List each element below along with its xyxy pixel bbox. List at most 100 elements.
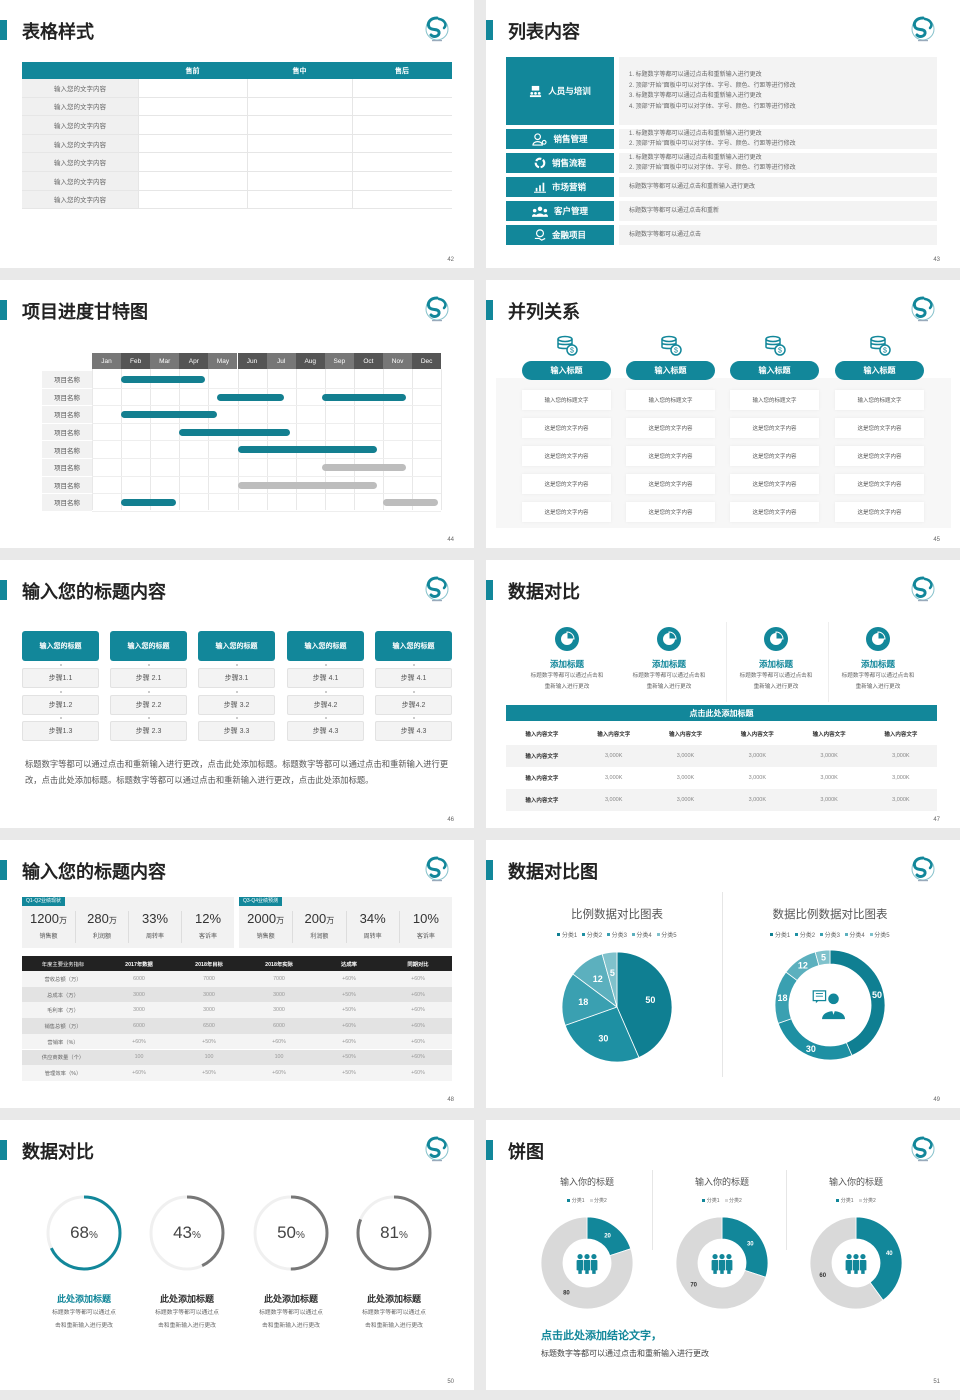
table-cell: 销售总额（万） <box>44 1023 82 1030</box>
legend-item[interactable]: 分类1 <box>567 1197 585 1204</box>
step-box: 步骤1.2 <box>22 695 99 715</box>
table-cell[interactable] <box>138 116 247 134</box>
table-cell[interactable] <box>247 79 352 97</box>
chart-title: 比例数据对比图表 <box>571 909 663 921</box>
kpi-value: 1200 <box>30 911 59 926</box>
step-heading-button[interactable]: 输入您的标题 <box>375 631 452 661</box>
table-cell: 输入内容文字 <box>668 732 702 738</box>
table-cell: 3,000K <box>892 775 910 781</box>
table-cell[interactable] <box>352 97 452 116</box>
pie-chart-icon <box>764 627 788 651</box>
list-item-line: 2. 顶部“开始”面板中可以对字体、字号、颜色、行距等进行修改 <box>629 141 796 147</box>
step-heading-button[interactable]: 输入您的标题 <box>110 631 187 661</box>
legend-item[interactable]: 分类5 <box>656 930 677 939</box>
table-cell: 输入内容文字 <box>884 732 918 738</box>
swirl-logo-icon <box>910 855 936 883</box>
step-heading-button[interactable]: 输入您的标题 <box>287 631 364 661</box>
legend-item[interactable]: 分类1 <box>557 930 577 939</box>
column-cell: 这是您的文字内容 <box>730 418 819 438</box>
kpi-value: 33% <box>141 911 169 926</box>
kpi-label: 客诉率 <box>198 934 217 940</box>
gantt-bar-active[interactable] <box>121 499 177 507</box>
table-cell[interactable] <box>352 116 452 134</box>
column-header <box>22 62 138 79</box>
table-cell[interactable] <box>352 190 452 209</box>
slide-title: 数据对比图 <box>508 862 598 882</box>
table-cell: 6500 <box>203 1022 215 1029</box>
table-cell[interactable] <box>247 97 352 116</box>
list-item-label-block[interactable]: 市场营销 <box>506 177 614 197</box>
legend-item[interactable]: 分类2 <box>795 930 815 939</box>
legend-item[interactable]: 分类1 <box>702 1197 720 1204</box>
chart-title: 输入你的标题 <box>694 1177 749 1187</box>
table-cell[interactable] <box>138 79 247 97</box>
legend-item[interactable]: 分类5 <box>869 930 890 939</box>
table-cell[interactable] <box>247 116 352 134</box>
list-item-content: 1. 标题数字等都可以通过点击和重新输入进行更改 2. 顶部“开始”面板中可以对字… <box>619 57 937 125</box>
step-heading-button[interactable]: 输入您的标题 <box>22 631 99 661</box>
column-heading-pill[interactable]: 输入标题 <box>522 361 611 380</box>
list-item-label-block[interactable]: 销售流程 <box>506 153 614 173</box>
legend-item[interactable]: 分类1 <box>770 930 790 939</box>
percent-value: 81% <box>359 1223 429 1243</box>
task-label: 项目名称 <box>42 476 92 494</box>
percent-value: 50% <box>256 1223 326 1243</box>
gantt-bar-active[interactable] <box>237 446 378 454</box>
list-item-label-block[interactable]: 客户管理 <box>506 201 614 221</box>
data-label: 12 <box>798 960 808 970</box>
gantt-bar-active[interactable] <box>121 411 218 419</box>
legend-item[interactable]: 分类2 <box>589 1197 607 1204</box>
kpi-unit: 万 <box>108 916 117 925</box>
gantt-bar-active[interactable] <box>321 393 407 401</box>
kpi-value: 200 <box>304 911 327 926</box>
legend-item[interactable]: 分类1 <box>836 1197 854 1204</box>
table-row: 输入您的文字内容 <box>22 171 452 191</box>
task-label: 项目名称 <box>42 423 92 441</box>
kpi: 10% 客诉率 <box>398 911 452 943</box>
column-heading-pill[interactable]: 输入标题 <box>835 361 924 380</box>
list-item-label-block[interactable]: 人员与培训 <box>506 57 614 125</box>
gantt-bar-active[interactable] <box>121 376 206 383</box>
gantt-bar-planned[interactable] <box>321 464 407 471</box>
table-title-bar: 点击此处添加标题 <box>506 705 937 721</box>
table-cell[interactable] <box>247 171 352 190</box>
legend-item[interactable]: 分类2 <box>582 930 602 939</box>
conclusion-text[interactable]: 点击此处添加结论文字， <box>541 1330 662 1342</box>
legend-item[interactable]: 分类3 <box>820 930 840 939</box>
swirl-logo-icon <box>910 1135 936 1163</box>
step-heading-button[interactable]: 输入您的标题 <box>198 631 275 661</box>
pie-chart-icon <box>657 627 681 651</box>
table-cell[interactable] <box>247 134 352 153</box>
month-header-aug: Aug <box>295 353 325 369</box>
table-cell[interactable] <box>138 190 247 209</box>
legend-item[interactable]: 分类2 <box>724 1197 742 1204</box>
gantt-bar-active[interactable] <box>217 393 285 401</box>
gantt-bar-active[interactable] <box>179 428 290 436</box>
table-cell[interactable] <box>138 97 247 116</box>
table-cell: 100 <box>204 1054 214 1061</box>
table-row: 销售总额（万） 6000 6500 6000 +60% +60% <box>22 1018 452 1034</box>
gantt-bar-planned[interactable] <box>237 481 378 489</box>
legend-item[interactable]: 分类4 <box>631 930 652 939</box>
legend-item[interactable]: 分类4 <box>844 930 865 939</box>
table-cell[interactable] <box>352 153 452 171</box>
table-cell[interactable] <box>138 171 247 190</box>
table-cell[interactable] <box>138 134 247 153</box>
kpi-value-line: 280万 <box>76 911 128 929</box>
table-cell[interactable] <box>352 134 452 153</box>
legend-item[interactable]: 分类2 <box>858 1197 876 1204</box>
table-cell: +60% <box>272 1070 286 1077</box>
column-heading-pill[interactable]: 输入标题 <box>730 361 819 380</box>
list-item-label-block[interactable]: 销售管理 <box>506 129 614 149</box>
table-cell[interactable] <box>138 153 247 171</box>
column-heading-pill[interactable]: 输入标题 <box>626 361 715 380</box>
table-cell[interactable] <box>352 171 452 190</box>
step-box: 步骤 4.1 <box>287 668 364 688</box>
legend-item[interactable]: 分类3 <box>607 930 627 939</box>
list-item-label-block[interactable]: 金融项目 <box>506 225 614 245</box>
table-cell[interactable] <box>352 79 452 97</box>
gantt-bar-planned[interactable] <box>383 499 439 507</box>
table-cell[interactable] <box>247 153 352 171</box>
table-header-row: 售前 售中 售后 <box>22 62 452 79</box>
table-cell[interactable] <box>247 190 352 209</box>
